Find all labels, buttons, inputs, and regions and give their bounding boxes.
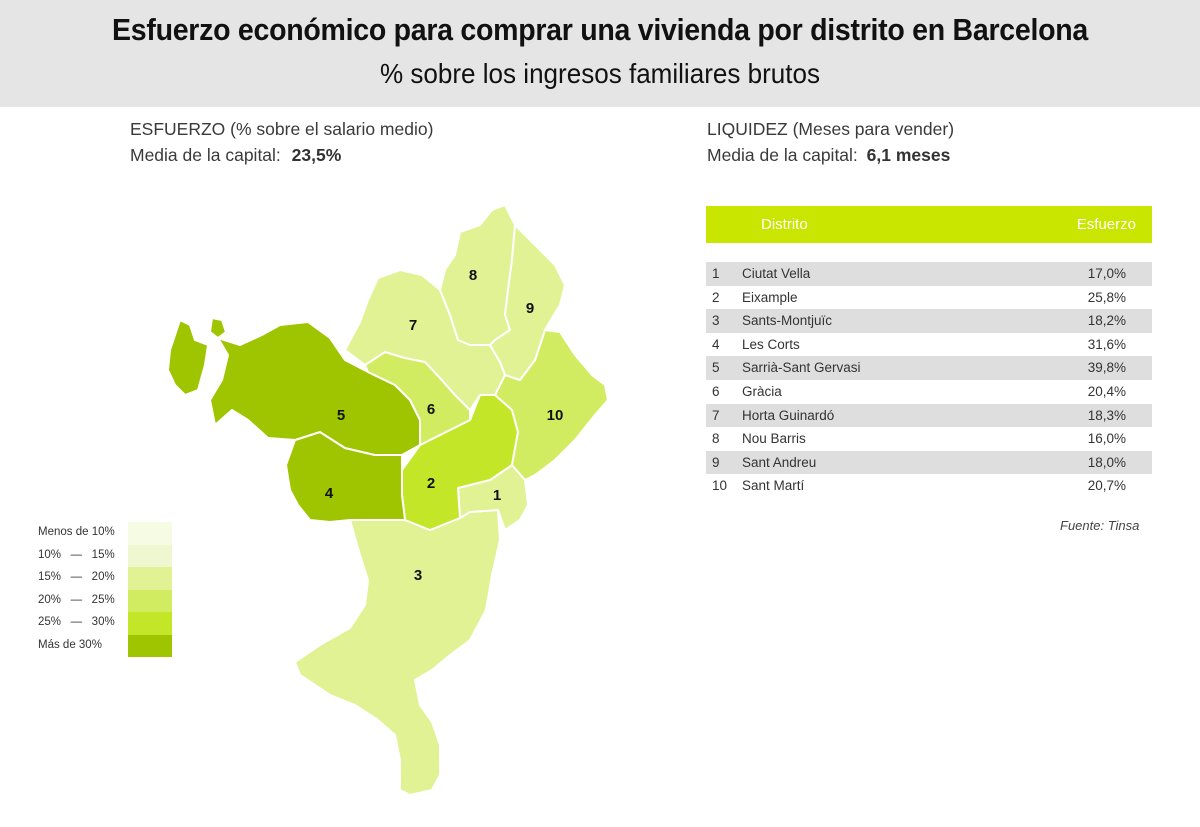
effort-heading: ESFUERZO (% sobre el salario medio) (130, 119, 434, 139)
district-9-area (489, 224, 566, 381)
legend-label: 25% — 30% (38, 616, 115, 628)
legend-swatch (128, 589, 172, 612)
district-label-1: 1 (493, 487, 501, 504)
table-row: 9 Sant Andreu 18,0% (706, 450, 1152, 475)
district-5-islet-north (209, 317, 227, 339)
row-effort: 18,3% (1087, 407, 1126, 423)
legend-item: 10% — 15% (36, 544, 176, 567)
district-label-7: 7 (409, 317, 417, 334)
row-number: 3 (712, 313, 720, 329)
row-number: 2 (712, 289, 720, 305)
row-effort: 18,2% (1087, 313, 1126, 329)
district-label-3: 3 (414, 567, 422, 584)
row-district: Horta Guinardó (742, 407, 835, 423)
legend-label: 20% — 25% (38, 593, 115, 606)
legend-item: Menos de 10% (36, 522, 176, 545)
legend-item: 15% — 20% (36, 567, 176, 590)
table-row: 8 Nou Barris 16,0% (706, 427, 1152, 451)
row-district: Gràcia (742, 383, 782, 399)
row-effort: 17,0% (1087, 266, 1126, 281)
column-header-esfuerzo: Esfuerzo (1076, 216, 1136, 233)
district-label-2: 2 (427, 475, 435, 492)
district-3-area (294, 509, 501, 796)
table-row: 6 Gràcia 20,4% (706, 380, 1152, 404)
page-subtitle: % sobre los ingresos familiares brutos (380, 58, 820, 89)
effort-info: ESFUERZO (% sobre el salario medio) Medi… (130, 116, 433, 168)
legend-label: Menos de 10% (38, 526, 115, 538)
table-row: 1 Ciutat Vella 17,0% (706, 262, 1152, 286)
row-district: Sant Martí (742, 478, 805, 494)
table-row: 2 Eixample 25,8% (706, 286, 1152, 310)
legend-label: 10% — 15% (38, 548, 115, 561)
table-row: 10 Sant Martí 20,7% (706, 474, 1152, 498)
district-label-10: 10 (547, 407, 564, 424)
legend-swatch (128, 612, 172, 635)
legend-label: Más de 30% (38, 638, 102, 651)
row-district: Sarrià-Sant Gervasi (742, 360, 861, 376)
row-effort: 16,0% (1087, 431, 1126, 447)
legend-swatch (128, 634, 172, 657)
row-effort: 18,0% (1087, 454, 1126, 470)
page-title: Esfuerzo económico para comprar una vivi… (112, 12, 1088, 47)
effort-average-label: Media de la capital: (130, 145, 281, 165)
row-effort: 25,8% (1087, 289, 1126, 305)
liquidity-average-label: Media de la capital: (707, 145, 858, 165)
liquidity-heading: LIQUIDEZ (Meses para vender) (707, 119, 955, 139)
table-row: 7 Horta Guinardó 18,3% (706, 403, 1152, 428)
district-label-5: 5 (337, 407, 345, 424)
legend-item: Más de 30% (36, 634, 176, 657)
table-row: 4 Les Corts 31,6% (706, 333, 1152, 357)
district-table: Distrito Esfuerzo 1 Ciutat Vella 17,0% 2 Eix… (706, 206, 1152, 493)
liquidity-info: LIQUIDEZ (Meses para vender) Media de la… (707, 116, 954, 168)
liquidity-average: Media de la capital: 6,1 meses (707, 142, 954, 168)
legend-label: 15% — 20% (38, 571, 115, 583)
row-number: 4 (712, 336, 720, 352)
row-effort: 31,6% (1087, 336, 1126, 352)
district-label-4: 4 (325, 485, 334, 502)
row-effort: 39,8% (1087, 360, 1126, 376)
row-number: 6 (712, 383, 720, 399)
table-row: 3 Sants-Montjuïc 18,2% (706, 309, 1152, 333)
header: Esfuerzo económico para comprar una vivi… (0, 0, 1200, 107)
district-5-area (209, 321, 421, 456)
legend-item: 25% — 30% (36, 612, 176, 635)
row-number: 1 (712, 266, 720, 281)
legend-item: 20% — 25% (36, 589, 176, 612)
effort-average-value: 23,5% (291, 145, 342, 165)
district-label-6: 6 (427, 401, 435, 418)
district-label-9: 9 (526, 300, 534, 317)
row-district: Ciutat Vella (742, 266, 811, 281)
row-number: 5 (712, 360, 720, 376)
row-number: 10 (712, 478, 728, 494)
district-5-islet (167, 319, 209, 396)
legend-swatch (128, 544, 172, 567)
district-label-8: 8 (469, 267, 477, 284)
legend-swatch (128, 522, 172, 545)
column-header-distrito: Distrito (761, 216, 808, 233)
table-header: Distrito Esfuerzo (706, 206, 1152, 243)
row-district: Nou Barris (742, 431, 806, 447)
row-number: 7 (712, 407, 720, 423)
row-effort: 20,4% (1087, 383, 1126, 399)
row-district: Eixample (742, 289, 798, 305)
row-effort: 20,7% (1087, 478, 1126, 494)
source-note: Fuente: Tinsa (1060, 518, 1140, 533)
liquidity-average-value: 6,1 meses (866, 145, 951, 165)
row-district: Sant Andreu (742, 454, 817, 470)
row-number: 8 (712, 431, 720, 447)
row-district: Les Corts (742, 336, 800, 352)
effort-average: Media de la capital: 23,5% (130, 142, 433, 168)
row-district: Sants-Montjuïc (742, 313, 833, 329)
legend-swatch (128, 567, 172, 590)
table-row: 5 Sarrià-Sant Gervasi 39,8% (706, 356, 1152, 380)
row-number: 9 (712, 454, 720, 470)
table-body: 1 Ciutat Vella 17,0% 2 Eixample 25,8% 3 Sants-M… (706, 262, 1152, 498)
